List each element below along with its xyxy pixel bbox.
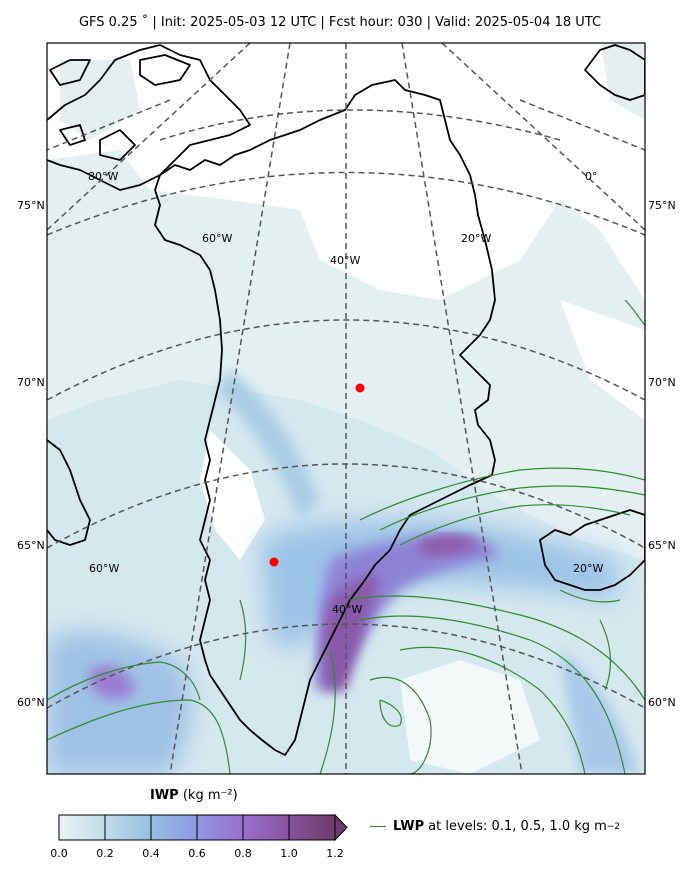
meridian-20w xyxy=(401,43,523,774)
coastlines xyxy=(47,44,645,756)
meridian-60w xyxy=(169,43,291,774)
colorbar-var: IWP xyxy=(150,788,179,803)
lon-label: 40°W xyxy=(330,254,360,267)
lon-label: 60°W xyxy=(202,232,232,245)
lat-label-right: 75°N xyxy=(648,199,676,212)
marker-2 xyxy=(269,557,279,567)
map-area xyxy=(47,43,645,774)
lat-label-left: 70°N xyxy=(17,376,45,389)
lwp-legend-sup: −2 xyxy=(606,821,621,832)
parallel-80n xyxy=(159,109,561,141)
meridian-80w xyxy=(47,43,251,231)
lwp-contours xyxy=(47,299,645,774)
colorbar-tick-label: 0.0 xyxy=(50,847,68,860)
lat-label-right: 70°N xyxy=(648,376,676,389)
colorbar xyxy=(58,813,348,842)
lon-label: 0° xyxy=(585,170,598,183)
colorbar-tick-label: 0.8 xyxy=(234,847,252,860)
colorbar-units: (kg m⁻²) xyxy=(182,788,238,803)
lon-label: 20°W xyxy=(573,562,603,575)
lwp-legend-line xyxy=(370,826,386,827)
greenland-coast xyxy=(154,79,496,756)
ellesmere-coast xyxy=(47,44,251,191)
lat-label-right: 65°N xyxy=(648,539,676,552)
lon-labels: 80°W 60°W 40°W 20°W 0° 60°W 20°W 40°W xyxy=(88,170,603,616)
meridian-0 xyxy=(441,43,645,231)
marker-1 xyxy=(355,383,365,393)
lwp-legend: LWP at levels: 0.1, 0.5, 1.0 kg m −2 xyxy=(370,819,620,834)
colorbar-tick-label: 0.4 xyxy=(142,847,160,860)
graticule xyxy=(47,43,645,774)
map-title: GFS 0.25 ˚ | Init: 2025-05-03 12 UTC | F… xyxy=(78,15,602,30)
colorbar-tick-label: 0.6 xyxy=(188,847,206,860)
parallel-70n xyxy=(47,319,645,401)
lon-label: 60°W xyxy=(89,562,119,575)
colorbar-tick-label: 0.2 xyxy=(96,847,114,860)
lwp-legend-text: at levels: 0.1, 0.5, 1.0 kg m xyxy=(428,819,607,834)
lon-label: 40°W xyxy=(332,603,362,616)
lat-label-left: 75°N xyxy=(17,199,45,212)
map-frame xyxy=(46,42,646,775)
colorbar-title: IWP (kg m⁻²) xyxy=(150,788,238,803)
lon-label: 80°W xyxy=(88,170,118,183)
lwp-legend-var: LWP xyxy=(393,819,425,834)
svalbard-coast xyxy=(584,44,645,101)
lat-label-left: 65°N xyxy=(17,539,45,552)
iceland-coast xyxy=(539,509,645,591)
colorbar-tick-label: 1.2 xyxy=(326,847,344,860)
colorbar-tick-label: 1.0 xyxy=(280,847,298,860)
lon-label: 20°W xyxy=(461,232,491,245)
parallel-75n xyxy=(47,171,645,236)
colorbar-extend-arrow xyxy=(334,813,348,842)
lat-label-left: 60°N xyxy=(17,696,45,709)
lat-label-right: 60°N xyxy=(648,696,676,709)
